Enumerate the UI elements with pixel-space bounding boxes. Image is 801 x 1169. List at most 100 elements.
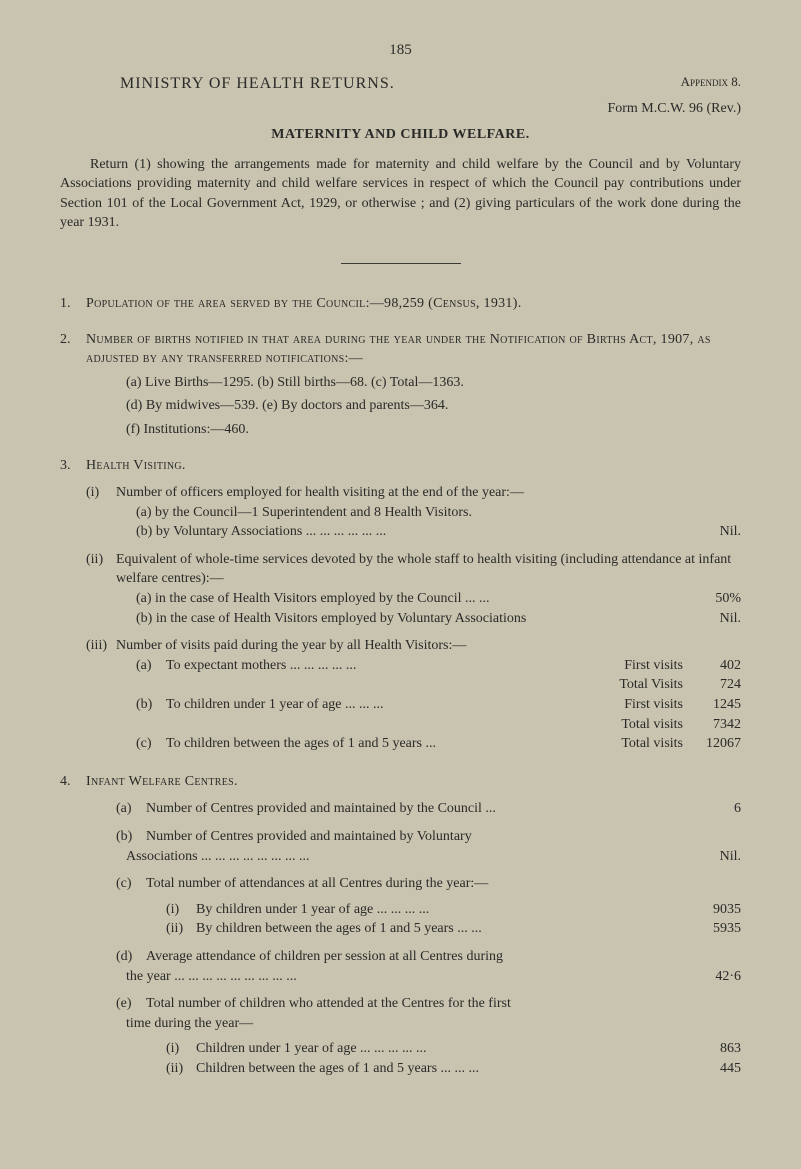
row-mid: Total visits [593,734,691,754]
row-mid: Total visits [593,715,691,735]
sub-i: (i) Number of officers employed for heal… [86,483,741,542]
sub-label: (ii) [166,1059,196,1079]
item-number: 3. [60,456,86,756]
sub-content: Equivalent of whole-time services devote… [116,550,741,628]
row-mid: Total Visits [593,675,691,695]
row-text: By children between the ages of 1 and 5 … [196,919,691,939]
sub-a-row: (a) in the case of Health Visitors emplo… [136,589,741,609]
sub-content: Number of officers employed for health v… [116,483,741,542]
sub-e: (e) Total number of children who attende… [116,994,741,1078]
main-title: MINISTRY OF HEALTH RETURNS. [120,73,395,95]
visit-row: Total Visits724 [136,675,741,695]
row-value: 42·6 [691,967,741,987]
item-text: Population of the area served by the Cou… [86,294,741,314]
row-value: 9035 [691,900,741,920]
item-body: Health Visiting. (i) Number of officers … [86,456,741,756]
sub-label: (i) [166,900,196,920]
row-text1: Number of Centres provided and maintaine… [146,827,741,847]
intro-paragraph: Return (1) showing the arrangements made… [60,155,741,233]
sub-content: Total number of children who attended at… [146,994,741,1078]
sub-content: Average attendance of children per sessi… [146,947,741,986]
sub-a: (a) Number of Centres provided and maint… [116,799,741,819]
row-mid: First visits [593,656,691,676]
row-text1: Average attendance of children per sessi… [146,947,741,967]
row-value: 12067 [691,734,741,754]
item-heading: Health Visiting. [86,456,741,476]
item-body: Infant Welfare Centres. (a) Number of Ce… [86,772,741,1081]
sub-b-row: (b) by Voluntary Associations ... ... ..… [136,522,741,542]
sub-ii: (ii) Equivalent of whole-time services d… [86,550,741,628]
row-mid: First visits [593,695,691,715]
appendix-label: Appendix 8. [681,73,741,91]
row-value: Nil. [691,609,741,629]
row-text: To children under 1 year of age ... ... … [166,695,593,715]
sub-f: (f) Institutions:—460. [126,420,741,440]
sub-a: (a) by the Council—1 Superintendent and … [136,503,741,523]
row-label: (a) [136,656,166,676]
row-value: 445 [691,1059,741,1079]
section-title: MATERNITY AND CHILD WELFARE. [60,125,741,145]
row-label: (c) [136,734,166,754]
sub-text: Number of officers employed for health v… [116,483,741,503]
item-number: 4. [60,772,86,1081]
sub-content: Number of Centres provided and maintaine… [146,827,741,866]
item-4: 4. Infant Welfare Centres. (a) Number of… [60,772,741,1081]
item-heading: Number of births notified in that area d… [86,330,741,369]
sub-content: Total number of attendances at all Centr… [146,874,741,939]
item-number: 1. [60,294,86,314]
visit-row: (b)To children under 1 year of age ... .… [136,695,741,715]
row-text2: Associations ... ... ... ... ... ... ...… [126,847,691,867]
row-value: Nil. [691,522,741,542]
page-number: 185 [60,40,741,61]
sub-text: Equivalent of whole-time services devote… [116,550,741,589]
row-value: 1245 [691,695,741,715]
e-i-row: (i) Children under 1 year of age ... ...… [166,1039,741,1059]
visit-row: Total visits7342 [136,715,741,735]
header-row: MINISTRY OF HEALTH RETURNS. Appendix 8. [60,73,741,95]
item-heading: Infant Welfare Centres. [86,772,741,792]
row-text2: time during the year— [126,1014,741,1034]
sub-text: Total number of attendances at all Centr… [146,874,741,894]
row-value: Nil. [691,847,741,867]
item-body: Number of births notified in that area d… [86,330,741,440]
item-number: 2. [60,330,86,440]
sub-iii: (iii) Number of visits paid during the y… [86,636,741,754]
row-text1: Total number of children who attended at… [146,994,741,1014]
row-value: 6 [691,799,741,819]
row-text: (b) by Voluntary Associations ... ... ..… [136,522,691,542]
row-text: Number of Centres provided and maintaine… [146,799,691,819]
visit-row: (c)To children between the ages of 1 and… [136,734,741,754]
row-text: Children between the ages of 1 and 5 yea… [196,1059,691,1079]
sub-label: (c) [116,874,146,939]
row-text: To expectant mothers ... ... ... ... ... [166,656,593,676]
item-2: 2. Number of births notified in that are… [60,330,741,440]
item-3: 3. Health Visiting. (i) Number of office… [60,456,741,756]
row-value: 724 [691,675,741,695]
divider [341,263,461,264]
visits-table: (a)To expectant mothers ... ... ... ... … [116,656,741,754]
row-line2: the year ... ... ... ... ... ... ... ...… [146,967,741,987]
row-text: Children under 1 year of age ... ... ...… [196,1039,691,1059]
sub-label: (ii) [166,919,196,939]
sub-b-row: (b) in the case of Health Visitors emplo… [136,609,741,629]
e-ii-row: (ii) Children between the ages of 1 and … [166,1059,741,1079]
row-value: 5935 [691,919,741,939]
sub-label: (e) [116,994,146,1078]
sub-label: (i) [86,483,116,542]
sub-label: (i) [166,1039,196,1059]
sub-a: (a) Live Births—1295. (b) Still births—6… [126,373,741,393]
row-value: 50% [691,589,741,609]
sub-d: (d) By midwives—539. (e) By doctors and … [126,396,741,416]
row-text2: the year ... ... ... ... ... ... ... ...… [126,967,691,987]
row-text: (a) in the case of Health Visitors emplo… [136,589,691,609]
row-label: (b) [136,695,166,715]
sub-text: Number of visits paid during the year by… [116,636,741,656]
row-value: 863 [691,1039,741,1059]
sub-c: (c) Total number of attendances at all C… [116,874,741,939]
row-text: By children under 1 year of age ... ... … [196,900,691,920]
sub-label: (iii) [86,636,116,754]
row-line2: Associations ... ... ... ... ... ... ...… [146,847,741,867]
visit-row: (a)To expectant mothers ... ... ... ... … [136,656,741,676]
row-value: 7342 [691,715,741,735]
item-1: 1. Population of the area served by the … [60,294,741,314]
